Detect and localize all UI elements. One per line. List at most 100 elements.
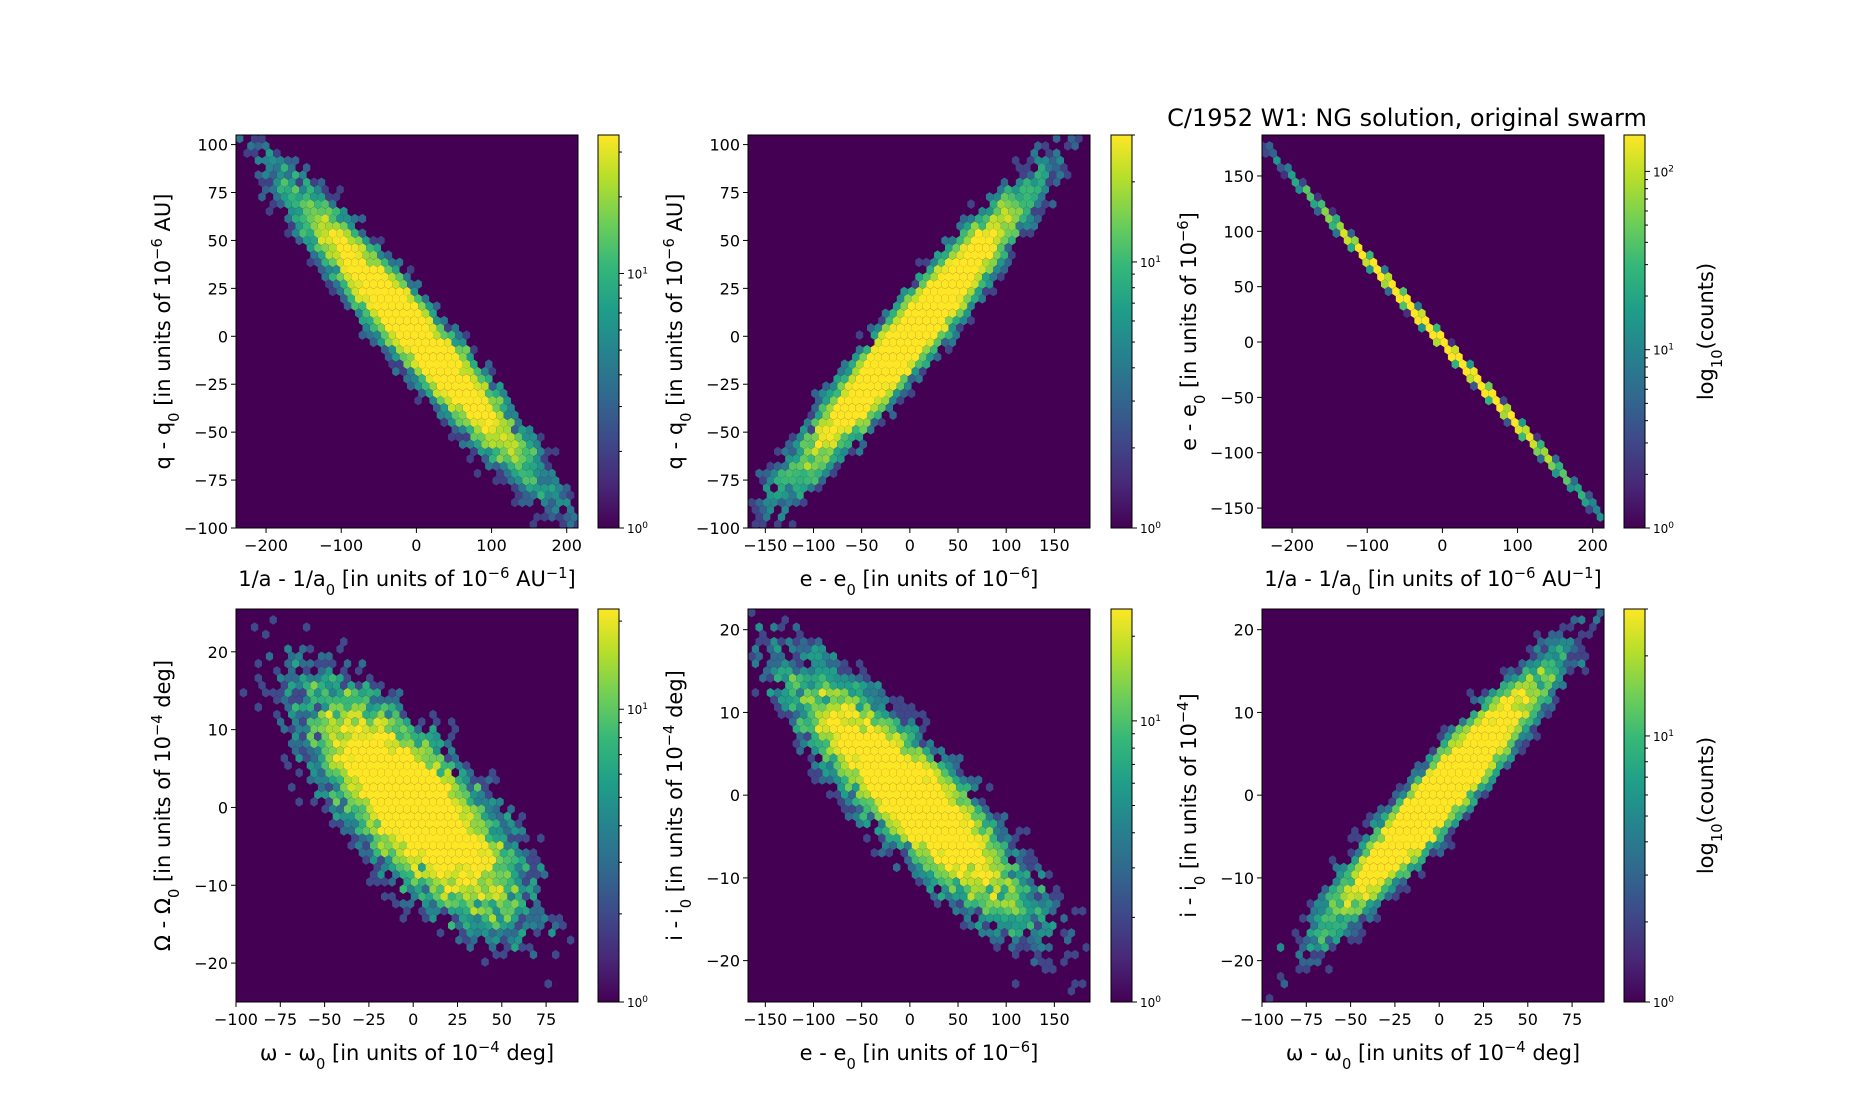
hex-cell (522, 818, 530, 829)
hex-cell (492, 833, 500, 844)
hex-cell (1071, 949, 1079, 960)
hex-cell (1078, 906, 1087, 916)
hex-cell (1436, 760, 1445, 771)
hex-cell (462, 760, 471, 771)
hex-cell (310, 767, 318, 778)
hex-cell (477, 920, 486, 931)
hex-cell (1336, 971, 1344, 982)
hex-cell (499, 906, 508, 916)
hex-cell (410, 301, 419, 311)
hex-cell (748, 680, 756, 691)
hex-cell (1485, 767, 1493, 778)
hex-cell (421, 738, 430, 749)
hex-cell (447, 417, 456, 428)
hex-cell (250, 135, 259, 144)
hex-cell (288, 622, 296, 632)
hex-cell (1015, 884, 1024, 894)
hex-cell (433, 949, 441, 960)
hex-cell (552, 891, 560, 902)
hex-cell (1291, 971, 1300, 982)
hex-cell (941, 264, 949, 275)
hex-cell (299, 746, 307, 756)
hex-cell (1369, 935, 1378, 945)
hex-cell (840, 731, 849, 742)
hex-cell (881, 337, 890, 348)
hex-cell (462, 906, 471, 916)
hex-cell (377, 352, 385, 362)
colorbar-tick-label: 100 (1140, 995, 1161, 1010)
x-tick-label: −50 (308, 1010, 342, 1029)
hex-cell (407, 279, 415, 289)
hex-cell (893, 403, 901, 413)
hex-cell (1008, 250, 1016, 260)
hex-cell (451, 352, 459, 362)
hex-cell (336, 184, 344, 195)
hex-cell (1351, 235, 1359, 246)
hex-cell (317, 177, 326, 188)
hex-cell (1522, 680, 1530, 691)
hex-cell (425, 374, 433, 384)
hex-cell (930, 315, 938, 326)
hex-cell (1041, 170, 1050, 180)
hex-cell (295, 738, 303, 749)
hex-cell (258, 192, 266, 202)
hex-cell (788, 658, 797, 669)
hex-cell (1026, 920, 1035, 931)
hex-cell (1373, 264, 1381, 275)
hex-cell (1000, 177, 1009, 188)
hex-cell (807, 767, 815, 778)
hex-cell (455, 417, 463, 428)
hex-cell (555, 855, 564, 865)
hex-cell (1340, 228, 1348, 239)
hex-cell (477, 935, 486, 945)
hex-cell (421, 352, 430, 362)
hex-cell (989, 213, 998, 224)
hex-cell (837, 366, 845, 377)
hex-cell (447, 359, 456, 370)
hex-cell (863, 417, 871, 428)
hex-cell (425, 804, 433, 814)
hex-cell (459, 942, 467, 953)
hex-cell (459, 709, 467, 720)
x-tick-label: 75 (1562, 1010, 1582, 1029)
hex-cell (1369, 891, 1378, 902)
hex-cell (511, 454, 519, 464)
hex-cell (874, 695, 882, 705)
hex-cell (933, 869, 942, 880)
hex-cell (889, 767, 897, 778)
hex-cell (314, 228, 322, 239)
hex-cell (492, 403, 500, 413)
hex-cell (948, 898, 957, 909)
hex-cell (462, 775, 471, 785)
hex-cell (792, 709, 800, 720)
hex-cell (351, 213, 359, 224)
hex-cell (855, 658, 864, 669)
hex-cell (814, 410, 823, 420)
hex-cell (477, 964, 486, 975)
hex-cell (803, 615, 812, 625)
hex-cell (952, 301, 960, 311)
hex-cell (459, 811, 467, 822)
hex-cell (1481, 789, 1489, 800)
hex-cell (800, 454, 808, 464)
hex-cell (982, 243, 990, 253)
hex-cell (496, 454, 504, 464)
hex-cell (407, 366, 415, 377)
hex-cell (1403, 767, 1411, 778)
hex-cell (967, 315, 975, 326)
hex-cell (1384, 862, 1393, 873)
hex-cell (889, 293, 897, 304)
hex-cell (496, 928, 504, 938)
hex-cell (321, 717, 329, 727)
hex-cell (503, 913, 512, 924)
hex-cell (803, 403, 812, 413)
hex-cell (989, 848, 998, 858)
hex-cell (937, 301, 945, 311)
hex-cell (859, 767, 867, 778)
hex-cell (926, 738, 934, 749)
hex-cell (915, 775, 923, 785)
hex-cell (455, 315, 463, 326)
hex-cell (310, 636, 318, 647)
hex-cell (978, 811, 986, 822)
hex-cell (388, 760, 396, 771)
